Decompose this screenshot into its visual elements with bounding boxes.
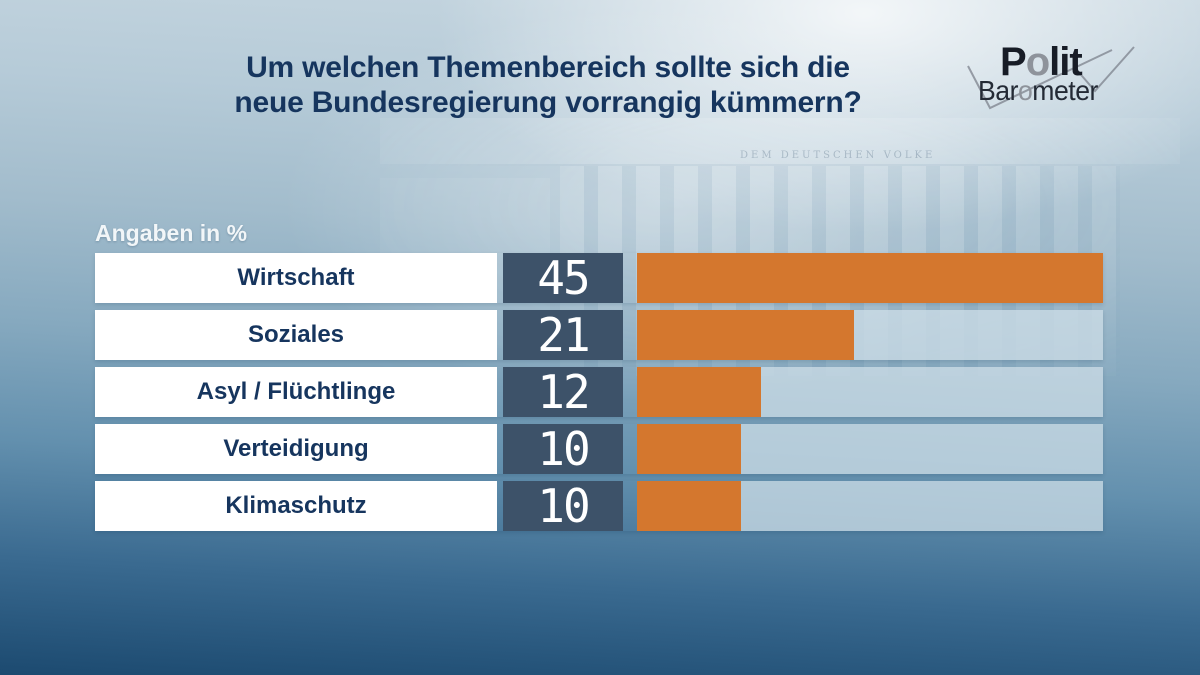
chart-row: Wirtschaft 45 — [95, 251, 1103, 305]
chart-row: Soziales 21 — [95, 308, 1103, 362]
title-line-1: Um welchen Themenbereich sollte sich die — [246, 51, 850, 84]
category-label: Soziales — [95, 310, 497, 360]
logo-gray-o-2: o — [1017, 75, 1033, 106]
politbarometer-logo: Polit Barometer — [967, 40, 1148, 117]
facade-entablature — [380, 118, 1180, 166]
bar — [637, 310, 855, 360]
chart-row: Verteidigung 10 — [95, 422, 1103, 476]
bar — [637, 253, 1103, 303]
bar-chart: Wirtschaft 45 Soziales 21 Asyl / Flüchtl… — [95, 251, 1103, 538]
value-badge: 10 — [503, 422, 623, 476]
row-gap-2 — [623, 424, 637, 474]
bar-track — [637, 310, 1103, 360]
bar-track — [637, 367, 1103, 417]
category-label: Klimaschutz — [95, 481, 497, 531]
chart-row: Asyl / Flüchtlinge 12 — [95, 365, 1103, 419]
page-title: Um welchen Themenbereich sollte sich die… — [186, 50, 910, 120]
logo-word-polit: Polit — [1000, 40, 1083, 84]
row-gap-2 — [623, 253, 637, 303]
unit-label: Angaben in % — [95, 220, 248, 246]
value-badge: 12 — [503, 365, 623, 419]
value-badge: 45 — [503, 251, 623, 305]
category-label: Asyl / Flüchtlinge — [95, 367, 497, 417]
facade-inscription: DEM DEUTSCHEN VOLKE — [740, 150, 936, 161]
chart-row: Klimaschutz 10 — [95, 479, 1103, 533]
category-label: Wirtschaft — [95, 253, 497, 303]
logo-word-barometer: Barometer — [978, 75, 1098, 106]
bar — [637, 481, 741, 531]
title-line-2: neue Bundesregierung vorrangig kümmern? — [234, 86, 862, 119]
bar-track — [637, 424, 1103, 474]
value-badge: 10 — [503, 479, 623, 533]
bar-track — [637, 253, 1103, 303]
category-label: Verteidigung — [95, 424, 497, 474]
bar — [637, 424, 741, 474]
logo-gray-o: o — [1025, 40, 1050, 84]
bar-track — [637, 481, 1103, 531]
row-gap-2 — [623, 481, 637, 531]
bar — [637, 367, 762, 417]
row-gap-2 — [623, 367, 637, 417]
value-badge: 21 — [503, 308, 623, 362]
row-gap-2 — [623, 310, 637, 360]
